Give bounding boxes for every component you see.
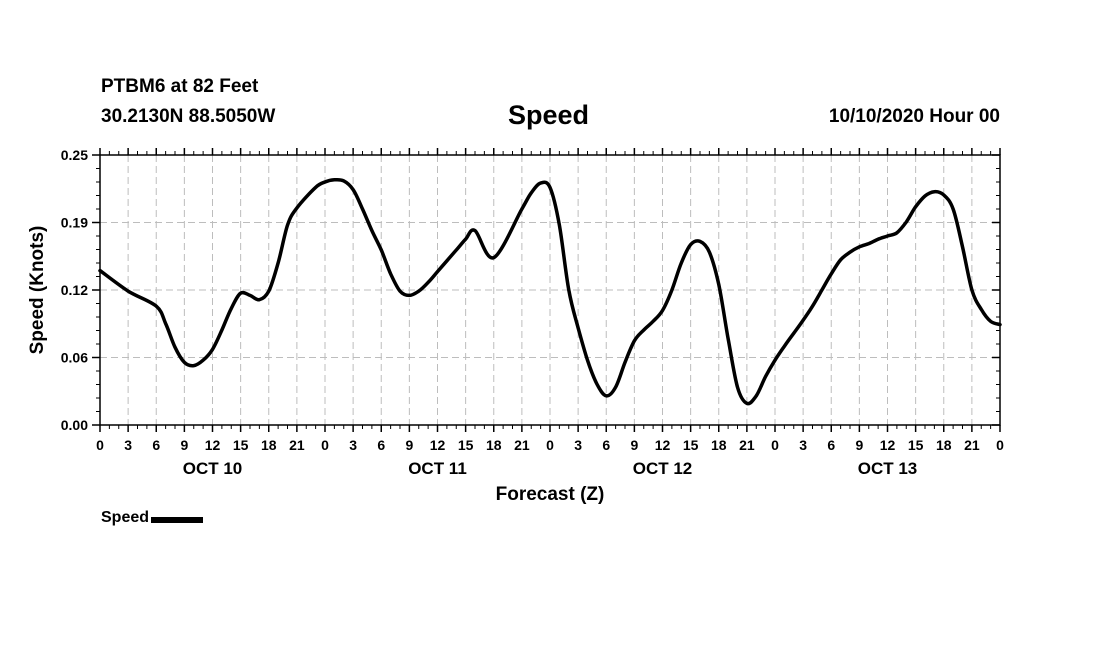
- y-tick-label: 0.25: [61, 147, 88, 163]
- x-tick-label: 9: [855, 437, 863, 453]
- x-tick-label: 0: [96, 437, 104, 453]
- x-tick-label: 3: [574, 437, 582, 453]
- y-tick-label: 0.00: [61, 417, 88, 433]
- grid-lines: [100, 155, 1000, 425]
- plot-frame: [99, 154, 1001, 426]
- x-tick-label: 15: [458, 437, 474, 453]
- x-tick-label: 18: [936, 437, 952, 453]
- x-tick-label: 6: [602, 437, 610, 453]
- x-tick-label: 18: [711, 437, 727, 453]
- coordinates-label: 30.2130N 88.5050W: [101, 106, 276, 127]
- chart-title: Speed: [508, 100, 590, 130]
- y-tick-label: 0.19: [61, 215, 88, 231]
- x-tick-label: 3: [799, 437, 807, 453]
- x-tick-label: 12: [205, 437, 221, 453]
- x-tick-label: 0: [771, 437, 779, 453]
- x-tick-label: 21: [514, 437, 530, 453]
- x-tick-label: 6: [152, 437, 160, 453]
- x-tick-label: 12: [430, 437, 446, 453]
- x-tick-label: 6: [377, 437, 385, 453]
- x-tick-label: 9: [180, 437, 188, 453]
- x-tick-label: 0: [996, 437, 1004, 453]
- x-tick-label: 9: [405, 437, 413, 453]
- legend-label: Speed: [101, 509, 150, 526]
- x-tick-label: 21: [289, 437, 305, 453]
- x-tick-label: 3: [124, 437, 132, 453]
- axis-labels: 0.00 0.06 0.12 0.19 0.25 0 3 6 9 12 15 18 21 0 3 6 9 12 15…: [61, 147, 1004, 478]
- legend: Speed: [101, 509, 204, 527]
- x-tick-label: 15: [908, 437, 924, 453]
- x-tick-label: 12: [655, 437, 671, 453]
- y-tick-label: 0.06: [61, 350, 88, 366]
- x-tick-label: 18: [486, 437, 502, 453]
- x-tick-label: 12: [880, 437, 896, 453]
- issue-time-label: 10/10/2020 Hour 00: [828, 106, 1000, 127]
- x-tick-label: 9: [630, 437, 638, 453]
- x-axis-title: Forecast (Z): [496, 484, 605, 505]
- x-tick-label: 3: [349, 437, 357, 453]
- station-label: PTBM6 at 82 Feet: [101, 76, 259, 97]
- day-label: OCT 12: [633, 459, 693, 478]
- x-tick-label: 15: [233, 437, 249, 453]
- x-tick-label: 21: [964, 437, 980, 453]
- y-tick-label: 0.12: [61, 282, 88, 298]
- x-tick-label: 18: [261, 437, 277, 453]
- x-tick-label: 0: [546, 437, 554, 453]
- x-tick-label: 21: [739, 437, 755, 453]
- day-label: OCT 11: [408, 459, 467, 478]
- legend-swatch: [151, 516, 204, 523]
- day-label: OCT 13: [858, 459, 918, 478]
- x-tick-label: 15: [683, 437, 699, 453]
- day-label: OCT 10: [183, 459, 243, 478]
- x-tick-label: 0: [321, 437, 329, 453]
- y-axis-title: Speed (Knots): [27, 226, 48, 355]
- speed-series-line: [98, 177, 1002, 406]
- x-tick-label: 6: [827, 437, 835, 453]
